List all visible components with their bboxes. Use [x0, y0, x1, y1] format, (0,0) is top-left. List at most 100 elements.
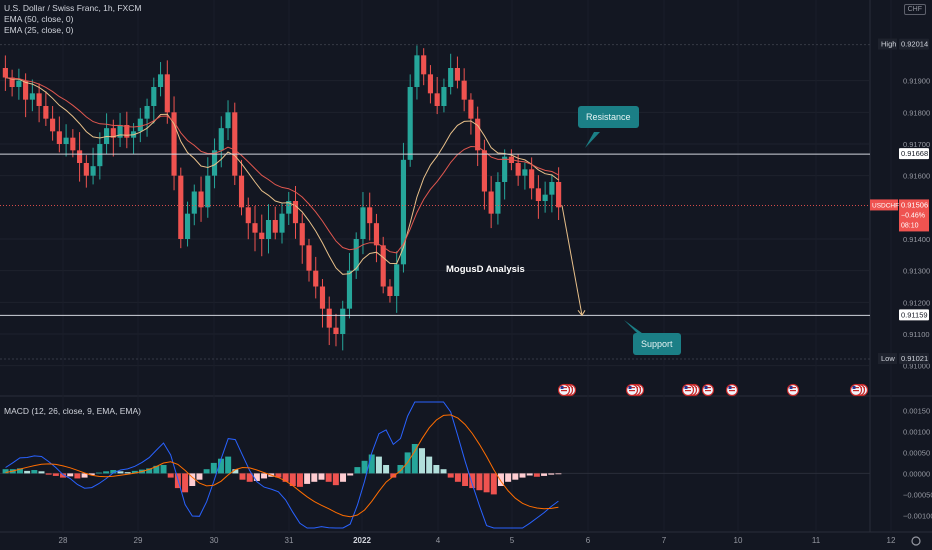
candle-body — [441, 87, 447, 106]
candle-body — [157, 74, 164, 87]
candle-body — [522, 169, 528, 176]
candle-body — [535, 188, 541, 201]
macd-histogram-bar — [383, 465, 390, 474]
us-flag-event-icon[interactable] — [725, 383, 739, 397]
high-label-bg — [878, 38, 897, 50]
candle-body — [333, 327, 339, 334]
macd-histogram-bar — [182, 473, 189, 493]
candle-body — [495, 182, 501, 214]
candle-body — [313, 270, 319, 287]
candle-body — [144, 106, 150, 119]
macd-histogram-bar — [153, 465, 160, 474]
candle-body — [2, 68, 8, 78]
candle-body — [394, 264, 400, 296]
candle-body — [502, 156, 508, 182]
us-flag-event-icon[interactable] — [681, 383, 695, 397]
us-flag-event-icon[interactable] — [849, 383, 863, 397]
candle-body — [488, 191, 494, 214]
macd-histogram-bar — [81, 473, 88, 478]
projection-arrow-head — [577, 310, 586, 317]
us-flag-event-icon[interactable] — [786, 383, 800, 397]
settings-gear-icon[interactable] — [911, 536, 921, 546]
macd-histogram-bar — [555, 473, 562, 475]
macd-histogram-bar — [411, 444, 418, 474]
macd-histogram-bar — [347, 473, 354, 476]
low-value-bg — [899, 353, 929, 365]
candle-body — [90, 166, 96, 176]
candle-body — [23, 80, 29, 100]
macd-histogram-bar — [447, 473, 454, 478]
candle-body — [373, 223, 380, 246]
us-flag-event-icon[interactable] — [701, 383, 715, 397]
legend-ema50[interactable]: EMA (50, close, 0) — [4, 14, 74, 24]
macd-histogram-bar — [541, 473, 548, 476]
macd-histogram-bar — [246, 473, 253, 482]
resistance-value-bg — [899, 148, 929, 160]
macd-histogram-bar — [45, 473, 52, 475]
candle-body — [83, 163, 89, 176]
price-tick-label: 0.91700 — [903, 140, 930, 149]
candle-body — [481, 150, 487, 192]
macd-histogram-bar — [282, 473, 289, 482]
candle-body — [77, 150, 83, 163]
macd-histogram-bar — [519, 473, 526, 478]
macd-histogram-bar — [497, 473, 504, 486]
macd-histogram-bar — [24, 470, 31, 474]
candle-body — [380, 245, 386, 287]
macd-histogram-bar — [103, 471, 110, 474]
resistance-value: 0.91668 — [901, 149, 928, 158]
macd-histogram-bar — [332, 473, 339, 486]
macd-histogram-bar — [440, 469, 447, 474]
macd-histogram-bar — [16, 468, 23, 474]
candle-body — [279, 213, 285, 233]
us-flag-event-icon[interactable] — [625, 383, 639, 397]
high-label: High — [881, 40, 896, 49]
support-value: 0.91159 — [901, 310, 928, 319]
macd-histogram-bar — [131, 470, 138, 474]
legend-ema25[interactable]: EMA (25, close, 0) — [4, 25, 74, 35]
macd-histogram-bar — [60, 473, 67, 478]
macd-tick-label: −0.00100 — [903, 511, 932, 520]
low-label-bg — [878, 353, 897, 365]
candle-body — [299, 223, 305, 246]
candle-body — [306, 245, 312, 271]
projection-arrow-line — [561, 205, 583, 316]
resistance-callout-tail — [585, 132, 600, 148]
macd-histogram-bar — [253, 473, 260, 481]
macd-histogram-bar — [526, 473, 533, 476]
candle-body — [184, 213, 191, 239]
candle-body — [232, 112, 238, 176]
candle-body — [191, 191, 197, 214]
macd-histogram-bar — [462, 473, 469, 486]
candle-body — [63, 137, 69, 144]
candle-body — [292, 201, 299, 224]
time-tick-label: 6 — [586, 536, 591, 545]
candle-body — [259, 232, 265, 239]
watermark-text: MogusD Analysis — [446, 264, 525, 275]
macd-histogram-bar — [469, 473, 476, 489]
candle-body — [218, 128, 224, 151]
candle-body — [265, 220, 272, 239]
legend-macd[interactable]: MACD (12, 26, close, 9, EMA, EMA) — [4, 406, 141, 416]
legend-symbol[interactable]: U.S. Dollar / Swiss Franc, 1h, FXCM — [4, 3, 142, 13]
macd-histogram-bar — [318, 473, 325, 480]
macd-histogram-bar — [117, 471, 124, 474]
price-tick-label: 0.91000 — [903, 362, 930, 371]
us-flag-event-icon[interactable] — [557, 383, 571, 397]
currency-box[interactable]: CHF — [903, 4, 926, 15]
low-label: Low — [881, 354, 895, 363]
ema25-line — [5, 77, 559, 275]
symbol-badge: USDCHF — [872, 202, 899, 209]
price-tick-label: 0.91900 — [903, 77, 930, 86]
candle-body — [529, 169, 535, 189]
macd-histogram-bar — [261, 473, 268, 479]
candle-body — [400, 159, 407, 265]
macd-histogram-bar — [67, 473, 74, 477]
candle-body — [448, 68, 454, 87]
candle-body — [56, 131, 62, 144]
macd-histogram-bar — [74, 473, 81, 479]
candle-body — [407, 87, 413, 160]
macd-histogram-bar — [239, 473, 246, 480]
